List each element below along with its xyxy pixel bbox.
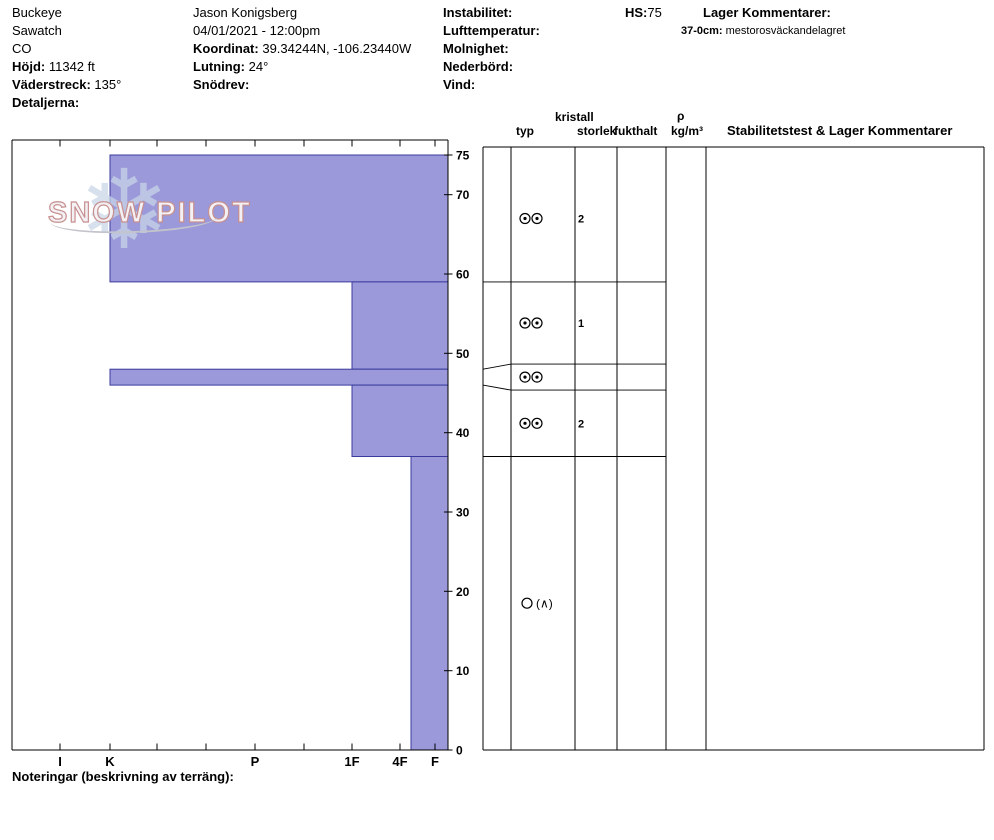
row-leader-line [482, 363, 512, 370]
height-axis-label: 0 [456, 744, 463, 758]
grain-type-icon-dot [535, 421, 539, 425]
plot-frame [11, 139, 453, 751]
observation-datetime: 04/01/2021 - 12:00pm [193, 23, 321, 38]
height-axis-label: 40 [456, 426, 470, 440]
table-grid [482, 146, 985, 751]
height-axis-label: 30 [456, 506, 470, 520]
grain-symbols: 2 1 2 (∧) [519, 212, 584, 611]
grain-type-icon-dot [523, 321, 527, 325]
grain-type-icon [519, 212, 531, 225]
logo-text: SNOW PILOT [47, 196, 252, 229]
layer-bar [109, 154, 449, 283]
coordinates-label: Koordinat: [193, 41, 259, 56]
grain-size-value: 1 [578, 318, 584, 330]
layer-bar [351, 281, 449, 370]
site-state: CO [12, 41, 32, 56]
slope-line: Lutning: 24° [193, 59, 268, 75]
air-temp-label: Lufttemperatur: [443, 23, 540, 38]
hs-value: 75 [647, 5, 662, 20]
col-header-kristall: kristall [555, 110, 594, 124]
layer-bars [109, 154, 449, 751]
wind-label: Vind: [443, 77, 476, 92]
hs-label: HS: [625, 5, 648, 20]
height-axis-label: 75 [456, 149, 470, 163]
col-header-stability-comments: Stabilitetstest & Lager Kommentarer [727, 123, 953, 138]
height-axis-label: 70 [456, 188, 470, 202]
grain-size-value: 2 [578, 214, 584, 226]
grain-type-icon [519, 417, 531, 429]
col-header-typ: typ [516, 124, 534, 138]
hardness-axis-label: 4F [392, 754, 407, 769]
elevation-value: 11342 ft [48, 59, 95, 74]
row-leader-line [482, 384, 512, 391]
slope-label: Lutning: [193, 59, 245, 74]
grain-type-icon-dot [535, 216, 539, 221]
elevation-line: Höjd: 11342 ft [12, 59, 95, 75]
height-axis-label: 10 [456, 664, 470, 678]
grain-type-icon-dot [535, 375, 539, 379]
grain-type-icon [531, 371, 543, 383]
height-axis-label: 50 [456, 347, 470, 361]
notes-label: Noteringar (beskrivning av terräng): [12, 769, 234, 784]
elevation-label: Höjd: [12, 59, 46, 74]
details-label: Detaljerna: [12, 95, 80, 110]
coordinates-line: Koordinat: 39.34244N, -106.23440W [193, 41, 411, 57]
layer-bar [351, 384, 449, 458]
grain-size-value: 2 [578, 418, 584, 430]
hardness-axis-label: 1F [344, 754, 359, 769]
instability-label: Instabilitet: [443, 5, 513, 20]
grain-type-icon [531, 417, 543, 429]
layer-comment-entry: 37-0cm: mestorosväckandelagret [681, 25, 845, 38]
table-row-lines [482, 281, 666, 457]
slope-value: 24° [248, 59, 269, 74]
grain-type-icon [519, 317, 531, 329]
grain-type-icon-dot [523, 421, 527, 425]
col-header-density-rho: ρ [677, 109, 685, 123]
hardness-axis-label: I [58, 754, 62, 769]
aspect-value: 135° [94, 77, 122, 92]
grain-type-icon [531, 317, 543, 329]
layer-comments-title: Lager Kommentarer: [703, 5, 831, 20]
col-header-storlek: storlek [577, 124, 617, 138]
grain-type-icon-dot [535, 321, 539, 325]
drift-label: Snödrev: [193, 77, 250, 92]
hs-line: HS:75 [625, 5, 662, 21]
grain-type-icon [531, 212, 543, 225]
sky-label: Molnighet: [443, 41, 509, 56]
height-axis-label: 20 [456, 585, 470, 599]
grain-type-icon-dot [523, 375, 527, 379]
layer-bar [109, 368, 449, 386]
hardness-axis-label: F [431, 754, 439, 769]
layer-bar [410, 456, 449, 751]
site-range: Sawatch [12, 23, 62, 38]
aspect-label: Väderstreck: [12, 77, 91, 92]
hardness-axis-label: K [105, 754, 115, 769]
col-header-fukthalt: fukthalt [614, 124, 658, 138]
height-axis-label: 60 [456, 268, 470, 282]
layer-comment-text: mestorosväckandelagret [725, 25, 846, 37]
observer-name: Jason Konigsberg [193, 5, 298, 20]
grain-type-icon [519, 371, 531, 383]
precip-label: Nederbörd: [443, 59, 514, 74]
col-header-density-unit: kg/m³ [671, 124, 704, 138]
site-name: Buckeye [12, 5, 62, 20]
coordinates-value: 39.34244N, -106.23440W [262, 41, 412, 56]
snowflake-icon: ❄ [78, 149, 171, 272]
grain-type-secondary-symbol: (∧) [536, 597, 553, 611]
layer-comment-depth: 37-0cm: [681, 25, 723, 37]
hardness-axis-label: P [251, 754, 260, 769]
aspect-line: Väderstreck: 135° [12, 77, 121, 93]
grain-type-icon-dot [523, 216, 527, 221]
grain-type-icon [521, 597, 533, 609]
